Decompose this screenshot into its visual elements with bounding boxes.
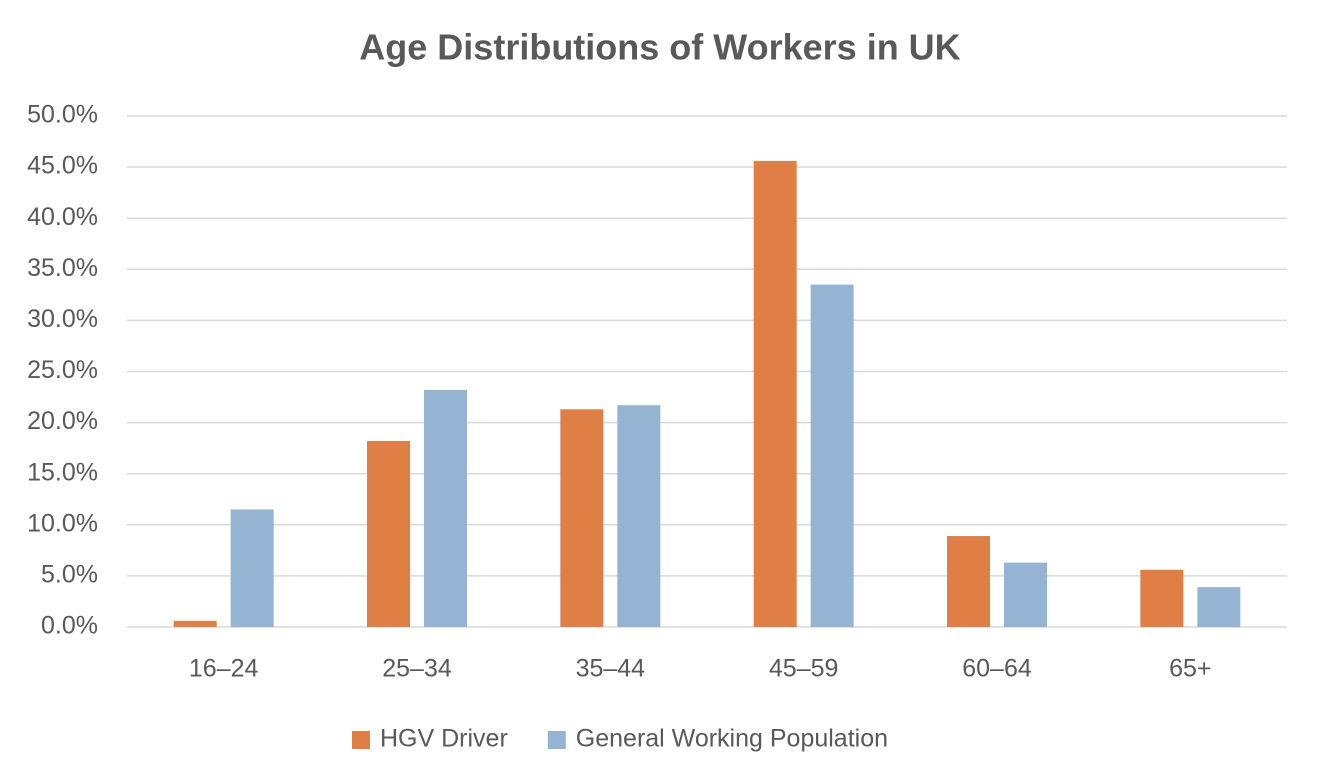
bar <box>617 405 661 627</box>
bar <box>424 389 467 627</box>
bar <box>947 536 990 627</box>
y-tick-label: 20.0% <box>27 407 98 435</box>
x-tick-label: 35–44 <box>576 655 646 683</box>
bar <box>173 620 217 627</box>
chart-title: Age Distributions of Workers in UK <box>359 27 960 68</box>
bar <box>1004 562 1047 627</box>
bar <box>230 509 274 627</box>
bar <box>367 440 410 627</box>
y-tick-label: 5.0% <box>41 561 98 589</box>
y-tick-label: 10.0% <box>27 509 98 537</box>
y-tick-label: 40.0% <box>27 203 98 231</box>
y-tick-label: 35.0% <box>27 254 98 282</box>
x-tick-label: 45–59 <box>769 655 839 683</box>
y-tick-label: 0.0% <box>41 612 98 640</box>
x-tick-label: 65+ <box>1169 655 1211 683</box>
legend-label: HGV Driver <box>380 725 508 753</box>
x-tick-label: 60–64 <box>962 655 1032 683</box>
legend-label: General Working Population <box>576 725 888 753</box>
y-tick-label: 15.0% <box>27 458 98 486</box>
y-tick-label: 45.0% <box>27 152 98 180</box>
x-tick-label: 25–34 <box>382 655 452 683</box>
bar <box>560 409 604 627</box>
bar <box>1197 587 1241 627</box>
bar <box>810 284 854 627</box>
y-tick-label: 25.0% <box>27 356 98 384</box>
legend-swatch <box>547 731 566 749</box>
x-tick-label: 16–24 <box>189 655 259 683</box>
y-tick-label: 30.0% <box>27 305 98 333</box>
legend-swatch <box>352 731 370 749</box>
y-tick-label: 50.0% <box>27 101 98 129</box>
bar <box>1140 569 1184 627</box>
bar <box>753 160 797 627</box>
